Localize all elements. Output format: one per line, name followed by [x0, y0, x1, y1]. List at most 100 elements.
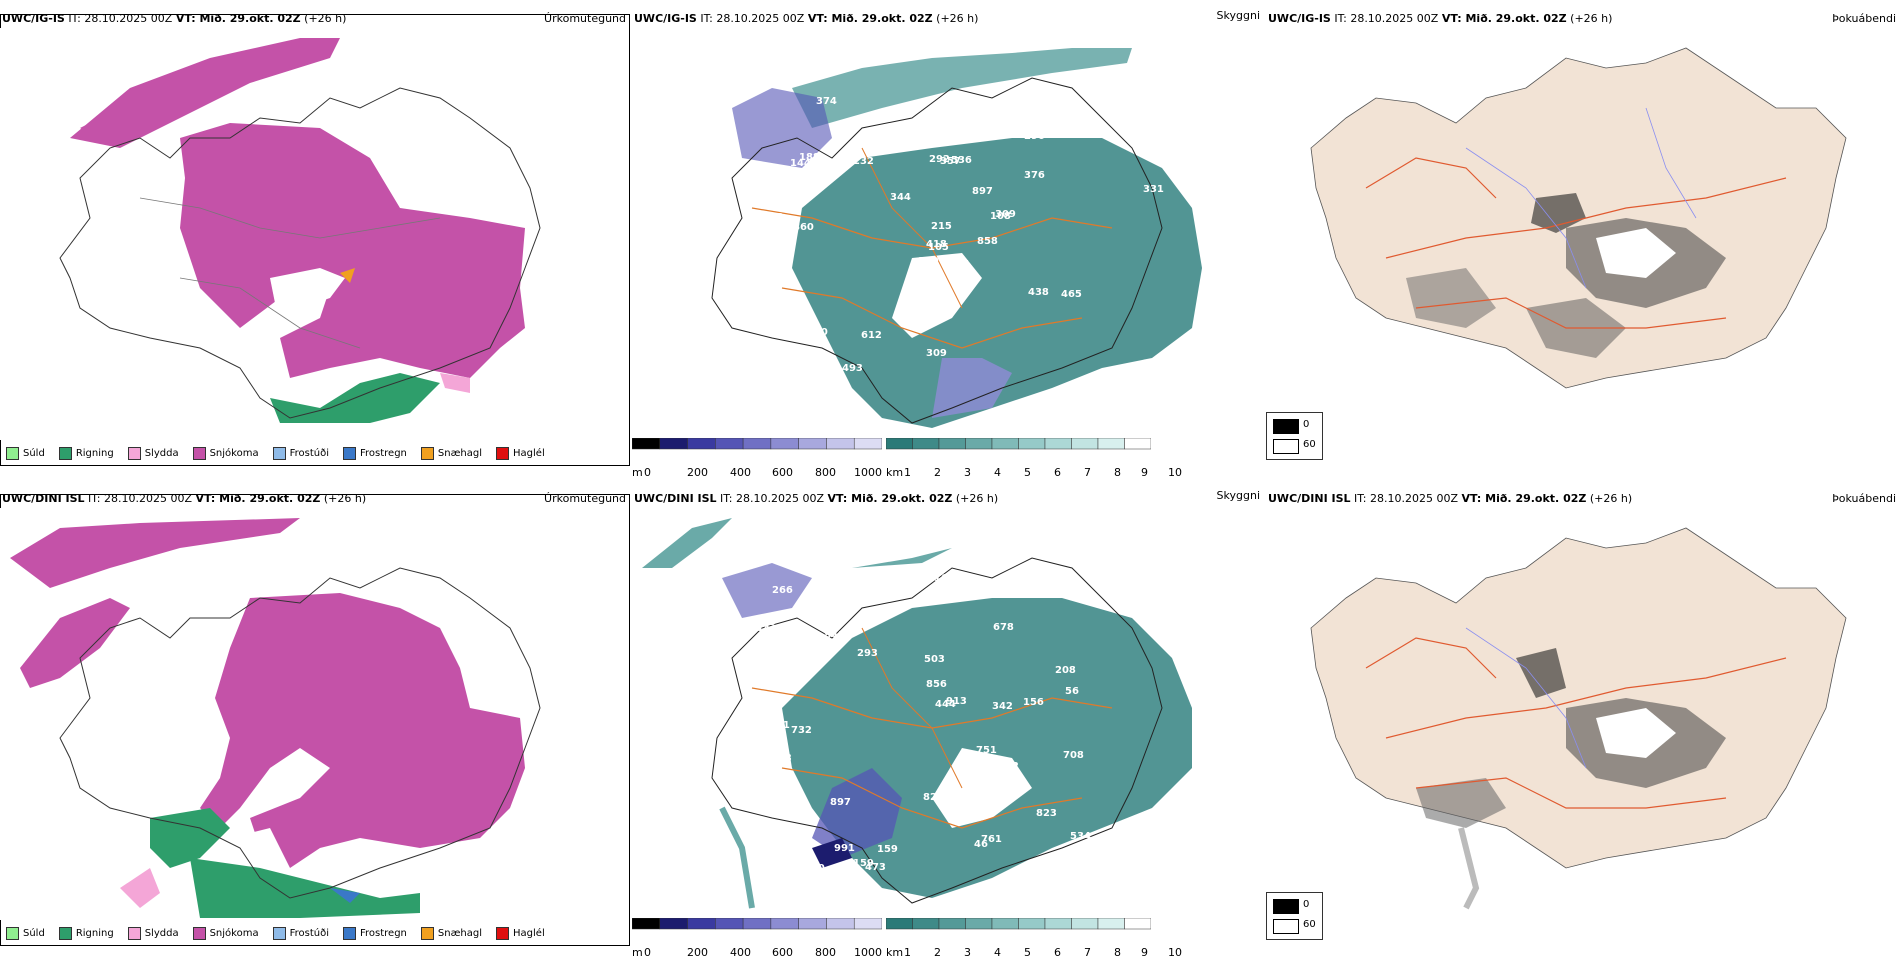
legend-item: Slydda [124, 926, 183, 940]
visibility-value: 505 [775, 376, 796, 387]
visibility-value: 692 [1108, 874, 1129, 885]
visibility-value: 293 [857, 648, 878, 659]
init-time: IT: 28.10.2025 00Z [1354, 492, 1459, 505]
visibility-value: 181 [828, 568, 849, 579]
visibility-value: 309 [926, 348, 947, 359]
colorbar-tick: 6 [1054, 466, 1061, 479]
colorbar-tick: 4 [994, 466, 1001, 479]
precip-type-panel-row1: UWC/IG-IS IT: 28.10.2025 00Z VT: Mið. 29… [0, 10, 630, 480]
init-time: IT: 28.10.2025 00Z [1334, 12, 1439, 25]
colorbar-tick: 2 [934, 946, 941, 959]
colorbar-meters: m 0 200 400 600 800 1000 [631, 437, 883, 479]
legend-label: Rigning [75, 447, 114, 459]
legend-item: Rigning [55, 926, 118, 940]
visibility-value: 991 [834, 843, 855, 854]
legend-swatch [6, 446, 19, 460]
visibility-value: 732 [791, 725, 812, 736]
colorbar-tick: 7 [1084, 946, 1091, 959]
model-name: UWC/DINI ISL [634, 492, 717, 505]
visibility-value: 856 [926, 679, 947, 690]
visibility-value: 438 [1028, 287, 1049, 298]
colorbar-segment [938, 917, 966, 930]
visibility-value: 841 [824, 630, 845, 641]
visibility-value: 181 [775, 361, 796, 372]
colorbar-segment [687, 437, 716, 450]
legend-label: Snæhagl [437, 927, 483, 939]
model-name: UWC/IG-IS [1268, 12, 1331, 25]
precip-type-legend: Súld Rigning Slydda Snjókoma Frostúði Frostre… [2, 442, 549, 464]
colorbar-tick: 5 [1024, 946, 1031, 959]
visibility-value: 444 [935, 699, 956, 710]
lead-time: (+26 h) [304, 12, 347, 25]
colorbar-segment [912, 437, 940, 450]
snow-area [200, 593, 525, 868]
legend-label: Frostúði [289, 927, 329, 939]
fog-legend-row1: 0 60 [1266, 412, 1323, 460]
colorbar-segment [1097, 437, 1125, 450]
panel-name: Skyggni [1216, 489, 1260, 502]
colorbar-unit: m [632, 946, 643, 959]
fog-legend-swatch [1273, 919, 1299, 934]
visibility-value: 327 [1144, 588, 1165, 599]
colorbar-segment [965, 917, 993, 930]
panel-header: UWC/DINI ISL IT: 28.10.2025 00Z VT: Mið.… [632, 489, 1264, 508]
colorbar-segment [1044, 437, 1072, 450]
colorbar-segment [1124, 437, 1152, 450]
colorbar-tick: 5 [1024, 466, 1031, 479]
visibility-value: 751 [976, 745, 997, 756]
visibility-value: 309 [995, 209, 1016, 220]
colorbar-segment [687, 917, 716, 930]
colorbar-segment [991, 437, 1019, 450]
colorbar-tick: 1 [904, 946, 911, 959]
fog-legend-row2: 0 60 [1266, 892, 1323, 940]
visibility-value: 708 [1063, 750, 1084, 761]
visibility-value: 100 [773, 774, 794, 785]
visibility-value: 117 [966, 807, 987, 818]
init-time: IT: 28.10.2025 00Z [68, 12, 173, 25]
legend-swatch [343, 926, 356, 940]
fog-legend-swatch [1273, 439, 1299, 454]
colorbar-tick: 4 [994, 946, 1001, 959]
lead-time: (+26 h) [936, 12, 979, 25]
fog-legend-label: 0 [1303, 419, 1310, 430]
visibility-value: 374 [816, 96, 837, 107]
colorbar-segment [826, 437, 855, 450]
legend-label: Súld [23, 927, 45, 939]
colorbar-tick: 200 [687, 466, 708, 479]
init-time: IT: 28.10.2025 00Z [720, 492, 825, 505]
legend-swatch [192, 446, 206, 460]
colorbar-km: km 1 2 3 4 5 6 7 8 9 10 [885, 917, 1182, 959]
precip-type-legend: Súld Rigning Slydda Snjókoma Frostúði Frostre… [2, 922, 549, 944]
colorbar-tick: 800 [815, 946, 836, 959]
colorbar-segment [715, 437, 744, 450]
legend-swatch [58, 446, 72, 460]
colorbar-tick: 600 [772, 946, 793, 959]
lead-time: (+26 h) [1589, 492, 1633, 505]
panel-header: UWC/DINI ISL IT: 28.10.2025 00Z VT: Mið.… [1266, 490, 1900, 508]
precip-type-panel-row2: UWC/DINI ISL IT: 28.10.2025 00Z VT: Mið.… [0, 490, 630, 960]
valid-time: VT: Mið. 29.okt. 02Z [175, 12, 301, 25]
visibility-value: 292 [929, 154, 950, 165]
legend-item: Haglél [492, 926, 549, 940]
visibility-value: 296 [1024, 131, 1045, 142]
colorbar-tick: 10 [1168, 946, 1182, 959]
snow-area [180, 123, 525, 378]
fog-panel-row2: UWC/DINI ISL IT: 28.10.2025 00Z VT: Mið.… [1266, 490, 1900, 960]
visibility-value: 825 [923, 792, 944, 803]
legend-label: Haglél [513, 927, 545, 939]
legend-item: Haglél [492, 446, 549, 460]
visibility-value: 913 [946, 696, 967, 707]
valid-time: VT: Mið. 29.okt. 02Z [1441, 12, 1567, 25]
colorbar-segment [853, 917, 883, 930]
panel-name: Úrkomutegund [544, 492, 626, 505]
precip-type-map [0, 508, 628, 920]
legend-item: Frostregn [339, 926, 411, 940]
visibility-value: 159 [877, 844, 898, 855]
visibility-value: 395 [1136, 390, 1157, 401]
colorbar-tick: 8 [1114, 466, 1121, 479]
visibility-value: 376 [1024, 170, 1045, 181]
colorbar-segment [1044, 917, 1072, 930]
colorbar-tick: 7 [1084, 466, 1091, 479]
panel-name: Þokuábendi [1832, 492, 1896, 505]
legend-label: Snæhagl [437, 447, 483, 459]
